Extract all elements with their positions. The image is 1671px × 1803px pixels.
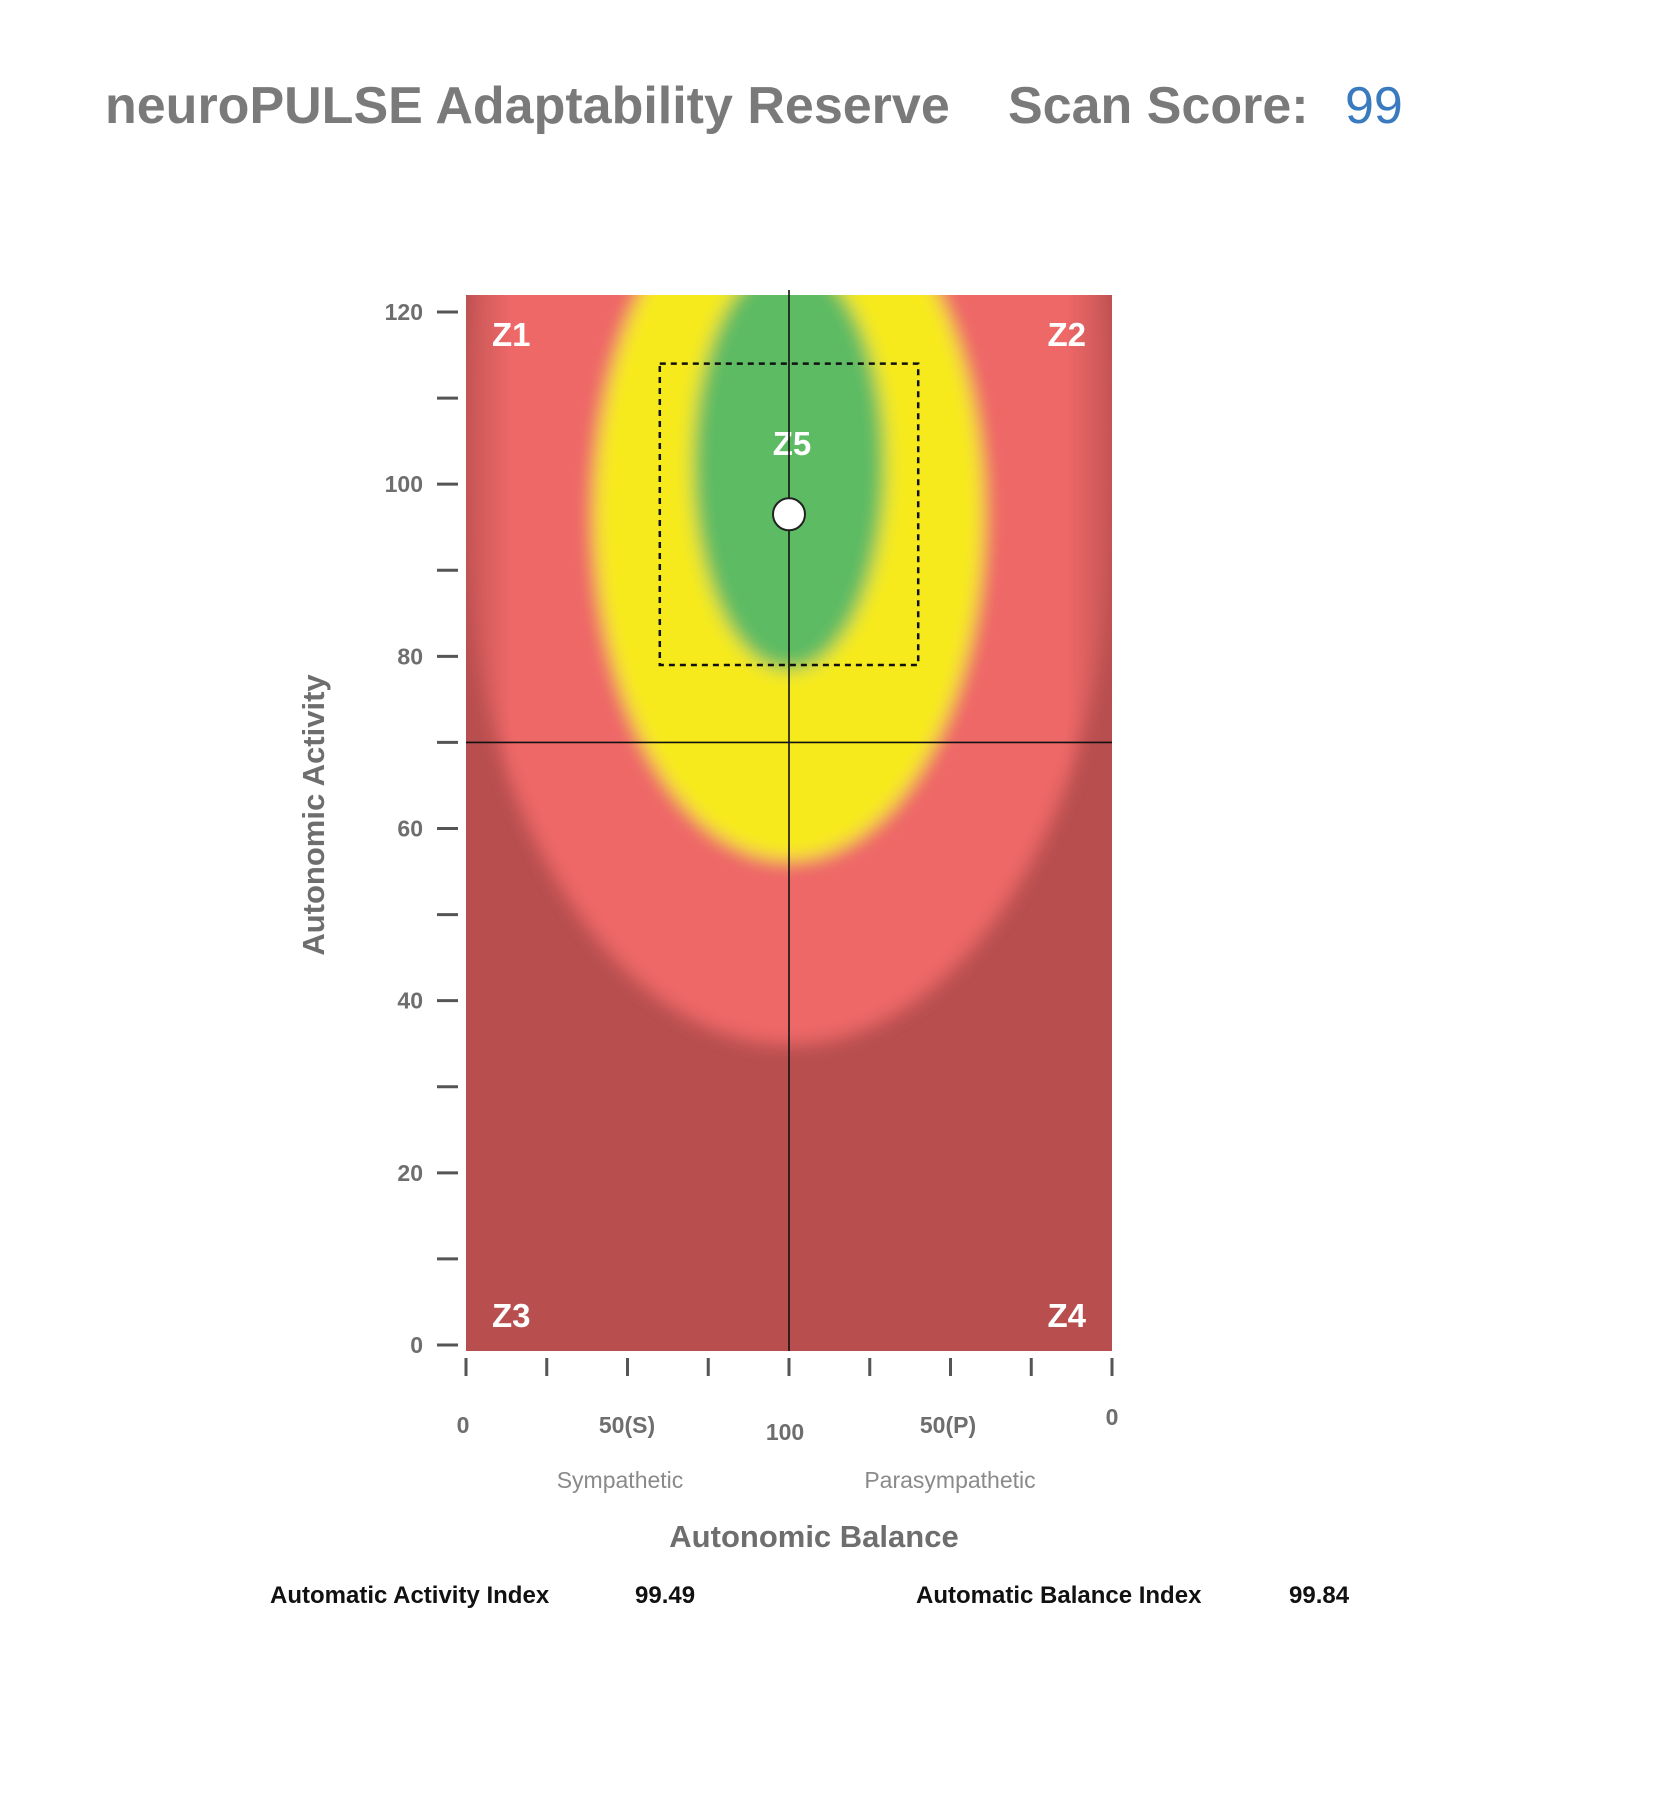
y-tick-label: 60: [397, 816, 423, 842]
zone-label-z4: Z4: [1047, 1297, 1086, 1334]
balance-index-label: Automatic Balance Index: [916, 1582, 1202, 1609]
y-tick-label: 80: [397, 643, 423, 669]
zone-label-z3: Z3: [492, 1297, 531, 1334]
zone-label-z5: Z5: [773, 425, 812, 462]
y-tick-label: 20: [397, 1160, 423, 1186]
scan-score-label: Scan Score:: [1008, 77, 1309, 135]
y-tick-label: 40: [397, 988, 423, 1014]
zone-label-z1: Z1: [492, 316, 531, 353]
zone-label-z2: Z2: [1047, 316, 1086, 353]
activity-index-label: Automatic Activity Index: [270, 1582, 550, 1609]
x-tick-label: 50(P): [920, 1412, 976, 1438]
target-box: [658, 362, 920, 667]
page-title: neuroPULSE Adaptability Reserve: [105, 77, 950, 135]
y-tick-label: 120: [385, 299, 423, 325]
y-tick-label: 0: [410, 1332, 423, 1358]
y-axis-title: Autonomic Activity: [296, 674, 331, 956]
y-tick-label: 100: [385, 471, 423, 497]
y-axis: 0 20 40 60 80 100 120: [385, 299, 458, 1358]
x-tick-label: 100: [766, 1419, 804, 1445]
x-axis-title: Autonomic Balance: [669, 1519, 958, 1554]
x-tick-label: 0: [457, 1412, 470, 1438]
data-point: [772, 497, 806, 532]
x-tick-label: 50(S): [599, 1412, 655, 1438]
scan-score-value: 99: [1345, 77, 1403, 135]
x-side-label-parasympathetic: Parasympathetic: [864, 1467, 1035, 1493]
zone-labels: Z1 Z2 Z3 Z4 Z5: [492, 316, 1087, 1334]
x-side-label-sympathetic: Sympathetic: [557, 1467, 684, 1493]
x-tick-label: 0: [1106, 1404, 1119, 1430]
x-axis: 0 50(S) 100 50(P) 0: [457, 1358, 1119, 1445]
activity-index-value: 99.49: [635, 1582, 696, 1609]
balance-index-value: 99.84: [1289, 1582, 1350, 1609]
